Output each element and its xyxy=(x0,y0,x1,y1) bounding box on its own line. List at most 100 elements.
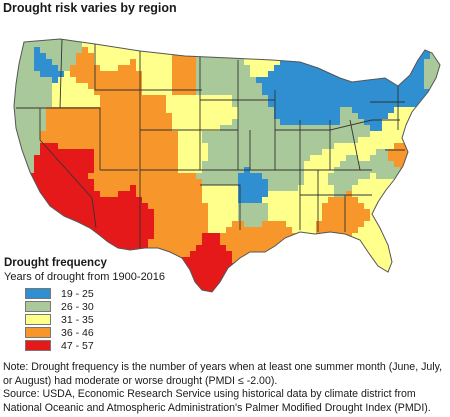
district-cell xyxy=(436,191,440,198)
district-cell xyxy=(352,173,359,180)
district-cell xyxy=(250,209,257,216)
district-cell xyxy=(160,191,167,198)
district-cell xyxy=(436,287,440,292)
district-cell xyxy=(208,65,215,72)
district-cell xyxy=(250,221,257,228)
district-cell xyxy=(16,89,23,96)
district-cell xyxy=(292,65,299,72)
district-cell xyxy=(202,233,209,240)
district-cell xyxy=(160,83,167,90)
district-cell xyxy=(214,239,221,246)
district-cell xyxy=(148,179,155,186)
district-cell xyxy=(40,203,47,210)
district-cell xyxy=(370,59,377,66)
district-cell xyxy=(28,155,35,162)
district-cell xyxy=(106,95,113,102)
district-cell xyxy=(70,185,77,192)
district-cell xyxy=(214,39,221,42)
district-cell xyxy=(436,131,440,138)
district-cell xyxy=(160,155,167,162)
district-cell xyxy=(142,107,149,114)
district-cell xyxy=(106,227,113,234)
district-cell xyxy=(376,53,383,60)
district-cell xyxy=(196,203,203,210)
district-cell xyxy=(262,131,269,138)
district-cell xyxy=(286,161,293,168)
district-cell xyxy=(76,245,83,252)
district-cell xyxy=(328,47,335,54)
district-cell xyxy=(280,113,287,120)
district-cell xyxy=(322,251,329,258)
district-cell xyxy=(418,173,425,180)
district-cell xyxy=(418,101,425,108)
district-cell xyxy=(364,257,371,264)
district-cell xyxy=(118,41,125,48)
legend-item: 19 - 25 xyxy=(25,287,204,300)
district-cell xyxy=(250,179,257,186)
district-cell xyxy=(286,155,293,162)
district-cell xyxy=(412,89,419,96)
district-cell xyxy=(106,149,113,156)
district-cell xyxy=(250,191,257,198)
district-cell xyxy=(250,113,257,120)
district-cell xyxy=(166,227,173,234)
district-cell xyxy=(298,263,305,270)
district-cell xyxy=(14,131,17,138)
district-cell xyxy=(382,41,389,48)
district-cell xyxy=(238,269,245,276)
district-cell xyxy=(202,161,209,168)
district-cell xyxy=(232,173,239,180)
district-cell xyxy=(328,293,335,300)
district-cell xyxy=(340,95,347,102)
district-cell xyxy=(256,263,263,270)
district-cell xyxy=(280,131,287,138)
district-cell xyxy=(220,269,227,276)
district-cell xyxy=(334,257,341,264)
district-cell xyxy=(14,227,17,234)
district-cell xyxy=(208,41,215,48)
district-cell xyxy=(160,47,167,54)
district-cell xyxy=(364,299,371,306)
district-cell xyxy=(280,173,287,180)
district-cell xyxy=(292,107,299,114)
district-cell xyxy=(202,77,209,84)
district-cell xyxy=(310,161,317,168)
district-cell xyxy=(154,39,161,42)
district-cell xyxy=(142,173,149,180)
district-cell xyxy=(388,119,395,126)
district-cell xyxy=(406,131,413,138)
district-cell xyxy=(292,173,299,180)
district-cell xyxy=(274,269,281,276)
district-cell xyxy=(58,101,65,108)
district-cell xyxy=(46,221,53,228)
district-cell xyxy=(16,203,23,210)
district-cell xyxy=(412,155,419,162)
district-cell xyxy=(196,77,203,84)
district-cell xyxy=(82,77,89,84)
district-cell xyxy=(412,173,419,180)
district-cell xyxy=(400,95,407,102)
district-cell xyxy=(274,155,281,162)
district-cell xyxy=(304,101,311,108)
district-cell xyxy=(202,191,209,198)
district-cell xyxy=(106,185,113,192)
district-cell xyxy=(244,173,251,180)
district-cell xyxy=(340,41,347,48)
district-cell xyxy=(322,155,329,162)
district-cell xyxy=(382,161,389,168)
district-cell xyxy=(16,101,23,108)
district-cell xyxy=(352,245,359,252)
district-cell xyxy=(388,107,395,114)
district-cell xyxy=(196,227,203,234)
district-cell xyxy=(238,203,245,210)
district-cell xyxy=(418,185,425,192)
district-cell xyxy=(382,59,389,66)
district-cell xyxy=(298,251,305,258)
district-cell xyxy=(16,113,23,120)
district-cell xyxy=(370,167,377,174)
district-cell xyxy=(14,167,17,174)
district-cell xyxy=(418,287,425,292)
district-cell xyxy=(394,299,401,306)
district-cell xyxy=(376,287,383,292)
district-cell xyxy=(250,39,257,42)
